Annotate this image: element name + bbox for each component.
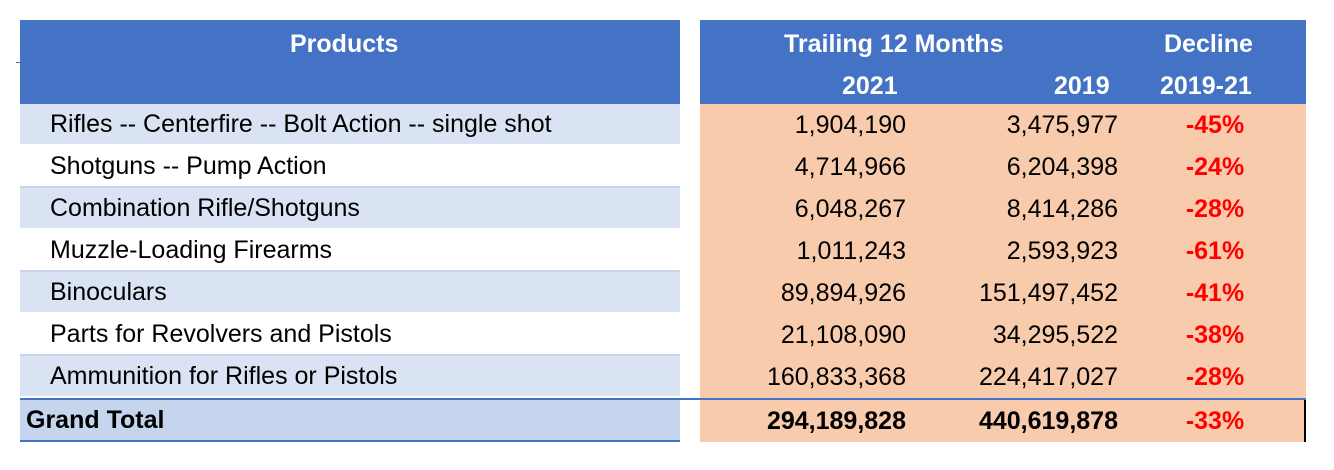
value-2021: 1,011,243 — [700, 230, 912, 272]
decline-percent: -45% — [1124, 104, 1306, 146]
header-trailing-12-months: Trailing 12 Months — [784, 30, 1004, 58]
decline-percent: -41% — [1124, 272, 1306, 314]
header-products: Products — [290, 30, 399, 58]
header-decline-period: 2019-21 — [1160, 72, 1252, 100]
table-row: Ammunition for Rifles or Pistols 160,833… — [20, 356, 1306, 398]
value-2021: 21,108,090 — [700, 314, 912, 356]
grand-total-row: Grand Total 294,189,828 440,619,878 -33% — [20, 398, 1306, 442]
column-gap — [680, 356, 700, 398]
value-2019: 224,417,027 — [912, 356, 1124, 398]
value-2019: 6,204,398 — [912, 146, 1124, 188]
value-2019: 3,475,977 — [912, 104, 1124, 146]
table-row: Shotguns -- Pump Action 4,714,966 6,204,… — [20, 146, 1306, 188]
product-name: Ammunition for Rifles or Pistols — [20, 356, 680, 398]
decline-percent: -38% — [1124, 314, 1306, 356]
table-row: Parts for Revolvers and Pistols 21,108,0… — [20, 314, 1306, 356]
value-2019: 151,497,452 — [912, 272, 1124, 314]
product-name: Rifles -- Centerfire -- Bolt Action -- s… — [20, 104, 680, 146]
product-name: Shotguns -- Pump Action — [20, 146, 680, 188]
column-gap — [680, 146, 700, 188]
grand-total-decline: -33% — [1124, 400, 1306, 442]
column-gap — [680, 188, 700, 230]
header-divider-tick — [16, 62, 24, 63]
decline-percent: -61% — [1124, 230, 1306, 272]
decline-percent: -28% — [1124, 356, 1306, 398]
grand-total-2021: 294,189,828 — [700, 400, 912, 442]
value-2021: 160,833,368 — [700, 356, 912, 398]
column-gap — [680, 400, 700, 442]
value-2021: 4,714,966 — [700, 146, 912, 188]
header-year-2021: 2021 — [842, 72, 898, 100]
table-row: Rifles -- Centerfire -- Bolt Action -- s… — [20, 104, 1306, 146]
product-name: Muzzle-Loading Firearms — [20, 230, 680, 272]
table-row: Combination Rifle/Shotguns 6,048,267 8,4… — [20, 188, 1306, 230]
grand-total-2019: 440,619,878 — [912, 400, 1124, 442]
table-row: Binoculars 89,894,926 151,497,452 -41% — [20, 272, 1306, 314]
value-2021: 1,904,190 — [700, 104, 912, 146]
decline-percent: -24% — [1124, 146, 1306, 188]
header-year-2019: 2019 — [1054, 72, 1110, 100]
table-right-border — [1304, 400, 1306, 442]
decline-percent: -28% — [1124, 188, 1306, 230]
value-2019: 8,414,286 — [912, 188, 1124, 230]
column-gap — [680, 314, 700, 356]
grand-total-label: Grand Total — [20, 400, 680, 442]
header-products-cell — [20, 20, 680, 104]
product-name: Parts for Revolvers and Pistols — [20, 314, 680, 356]
column-gap — [680, 230, 700, 272]
header-values-cell — [700, 20, 1306, 104]
product-name: Binoculars — [20, 272, 680, 314]
header-decline: Decline — [1164, 30, 1253, 58]
value-2021: 6,048,267 — [700, 188, 912, 230]
sales-decline-table: Products Trailing 12 Months Decline 2021… — [16, 20, 1306, 442]
table-header: Products Trailing 12 Months Decline 2021… — [16, 20, 1306, 104]
value-2019: 34,295,522 — [912, 314, 1124, 356]
column-gap — [680, 104, 700, 146]
value-2019: 2,593,923 — [912, 230, 1124, 272]
table-row: Muzzle-Loading Firearms 1,011,243 2,593,… — [20, 230, 1306, 272]
column-gap — [680, 272, 700, 314]
value-2021: 89,894,926 — [700, 272, 912, 314]
product-name: Combination Rifle/Shotguns — [20, 188, 680, 230]
